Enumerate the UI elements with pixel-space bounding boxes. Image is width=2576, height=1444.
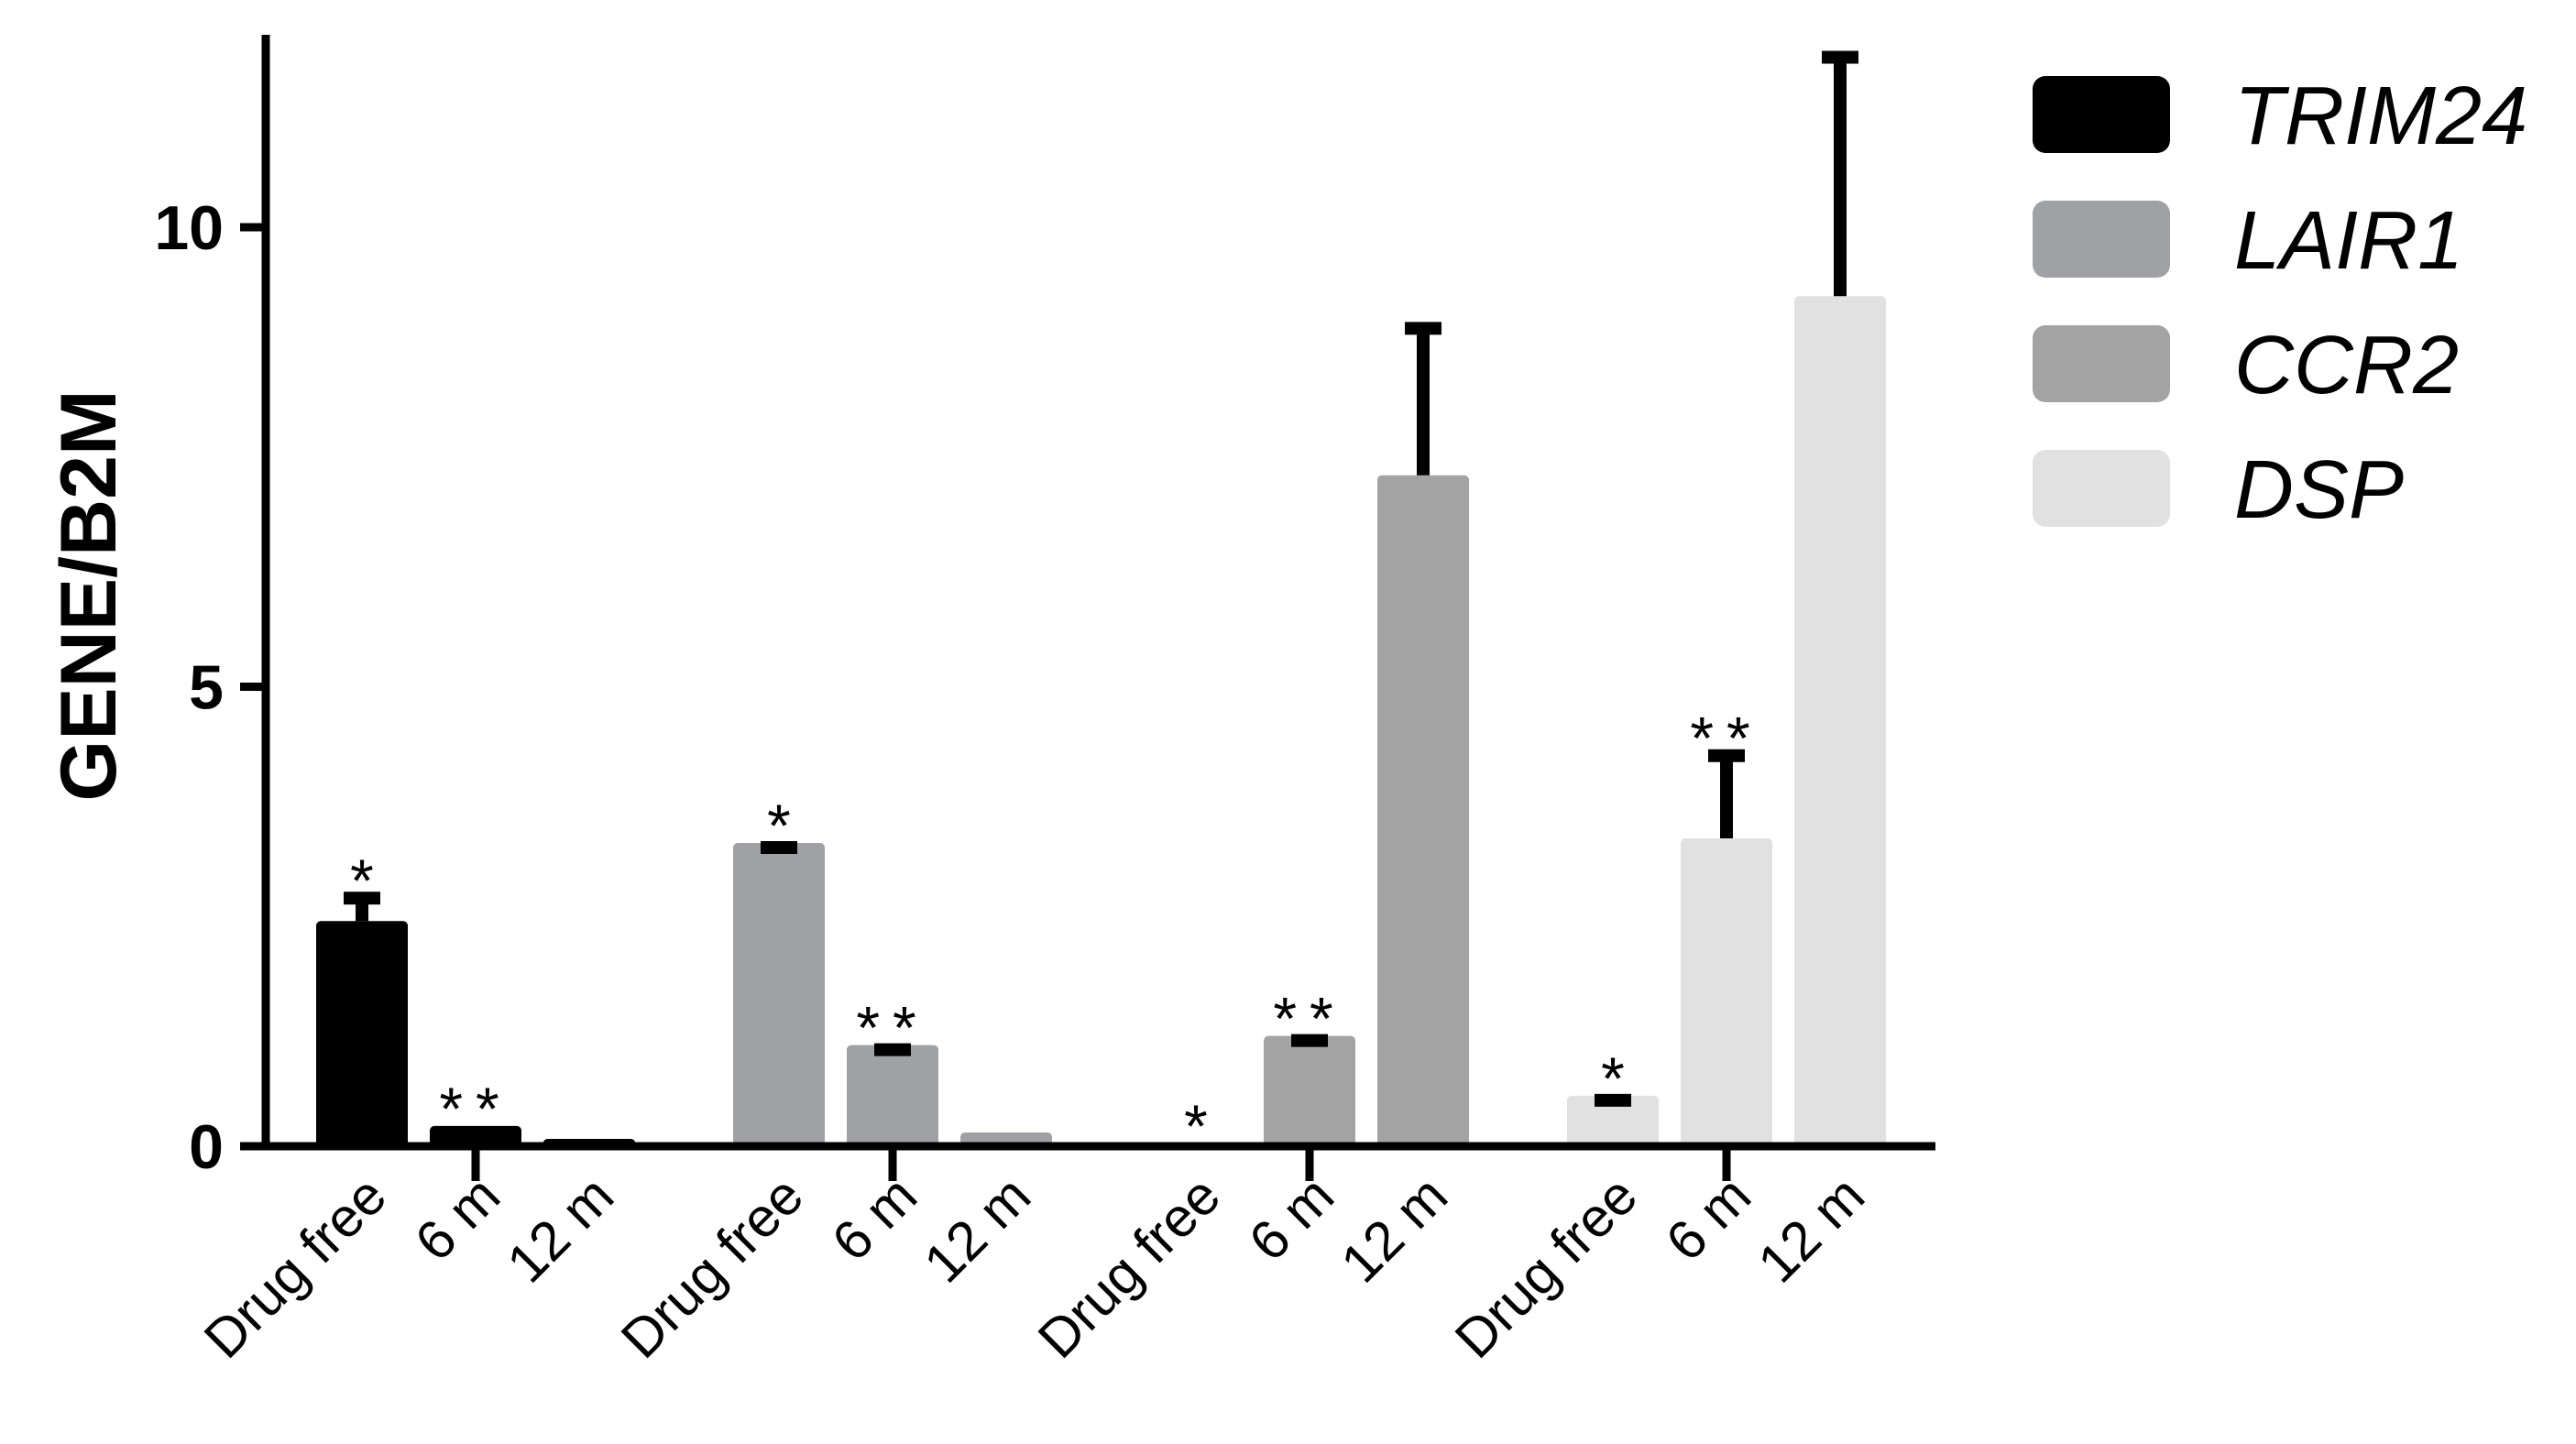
significance-label: **	[1273, 985, 1345, 1053]
y-tick-label: 0	[189, 1112, 224, 1182]
significance-label: *	[1601, 1045, 1625, 1112]
category-label: 12 m	[495, 1165, 625, 1295]
bar	[1567, 1095, 1659, 1146]
significance-label: **	[856, 994, 928, 1062]
category-label: Drug free	[609, 1165, 815, 1370]
legend-label: CCR2	[2234, 320, 2459, 411]
legend-label: TRIM24	[2234, 71, 2527, 162]
bar	[1264, 1035, 1355, 1146]
legend-swatch	[2033, 201, 2170, 278]
category-label: 6 m	[403, 1165, 511, 1273]
bar	[430, 1125, 521, 1146]
significance-label: **	[1690, 705, 1762, 772]
bar	[1794, 296, 1886, 1147]
bar	[1377, 475, 1469, 1146]
category-label: 6 m	[1237, 1165, 1345, 1273]
category-label: 12 m	[1329, 1165, 1459, 1295]
legend-swatch	[2033, 325, 2170, 402]
legend-swatch	[2033, 450, 2170, 527]
significance-label: *	[350, 847, 374, 914]
category-label: 12 m	[912, 1165, 1042, 1295]
category-label: 6 m	[1654, 1165, 1762, 1273]
bar	[316, 921, 408, 1146]
y-axis-title: GENE/B2M	[45, 389, 133, 801]
significance-label: **	[439, 1075, 511, 1143]
legend-swatch	[2033, 76, 2170, 153]
category-label: Drug free	[1026, 1165, 1232, 1370]
legend-label: DSP	[2234, 444, 2404, 536]
bar	[1681, 837, 1772, 1146]
bar	[733, 843, 825, 1146]
category-label: Drug free	[192, 1165, 398, 1370]
y-tick-label: 10	[154, 193, 224, 263]
significance-label: *	[767, 792, 791, 859]
category-label: 12 m	[1746, 1165, 1876, 1295]
legend-label: LAIR1	[2234, 195, 2463, 287]
category-label: 6 m	[820, 1165, 928, 1273]
bar	[847, 1045, 938, 1146]
category-label: Drug free	[1443, 1165, 1649, 1370]
y-tick-label: 5	[189, 653, 224, 723]
